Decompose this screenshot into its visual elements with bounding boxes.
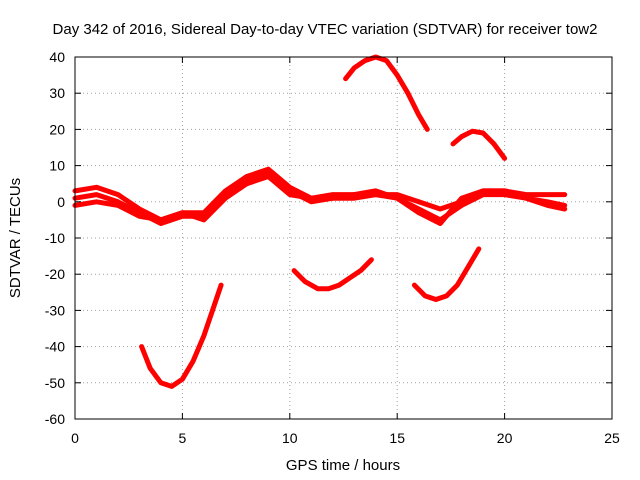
y-tick-label: 30 — [49, 85, 65, 101]
series-band-c — [72, 174, 568, 226]
series-group — [72, 54, 568, 389]
x-tick-label: 25 — [604, 430, 620, 446]
y-tick-label: 40 — [49, 49, 65, 65]
chart-title: Day 342 of 2016, Sidereal Day-to-day VTE… — [53, 21, 598, 38]
y-tick-label: -50 — [45, 375, 65, 391]
x-tick-label: 10 — [282, 430, 298, 446]
y-tick-label: 0 — [57, 194, 65, 210]
x-tick-label: 20 — [497, 430, 513, 446]
x-tick-label: 0 — [71, 430, 79, 446]
series-dip-3 — [411, 246, 482, 302]
y-tick-label: -60 — [45, 411, 65, 427]
x-tick-label: 5 — [179, 430, 187, 446]
y-axis-label: SDTVAR / TECUs — [7, 178, 24, 298]
x-tick-label: 15 — [389, 430, 405, 446]
series-dip-1 — [139, 282, 224, 389]
series-dip-2 — [291, 257, 374, 292]
grid — [75, 57, 612, 419]
y-tick-label: 10 — [49, 158, 65, 174]
y-tick-label: -30 — [45, 302, 65, 318]
x-axis-label: GPS time / hours — [286, 457, 400, 474]
y-tick-label: -10 — [45, 230, 65, 246]
ticks: 0 5 10 15 20 25 -60 -50 -40 -30 -20 -10 0 10 20 30 40 — [45, 49, 620, 446]
y-tick-label: -40 — [45, 339, 65, 355]
y-tick-label: -20 — [45, 266, 65, 282]
series-peak-1 — [343, 54, 430, 132]
series-peak-2 — [450, 128, 508, 161]
y-tick-label: 20 — [49, 121, 65, 137]
